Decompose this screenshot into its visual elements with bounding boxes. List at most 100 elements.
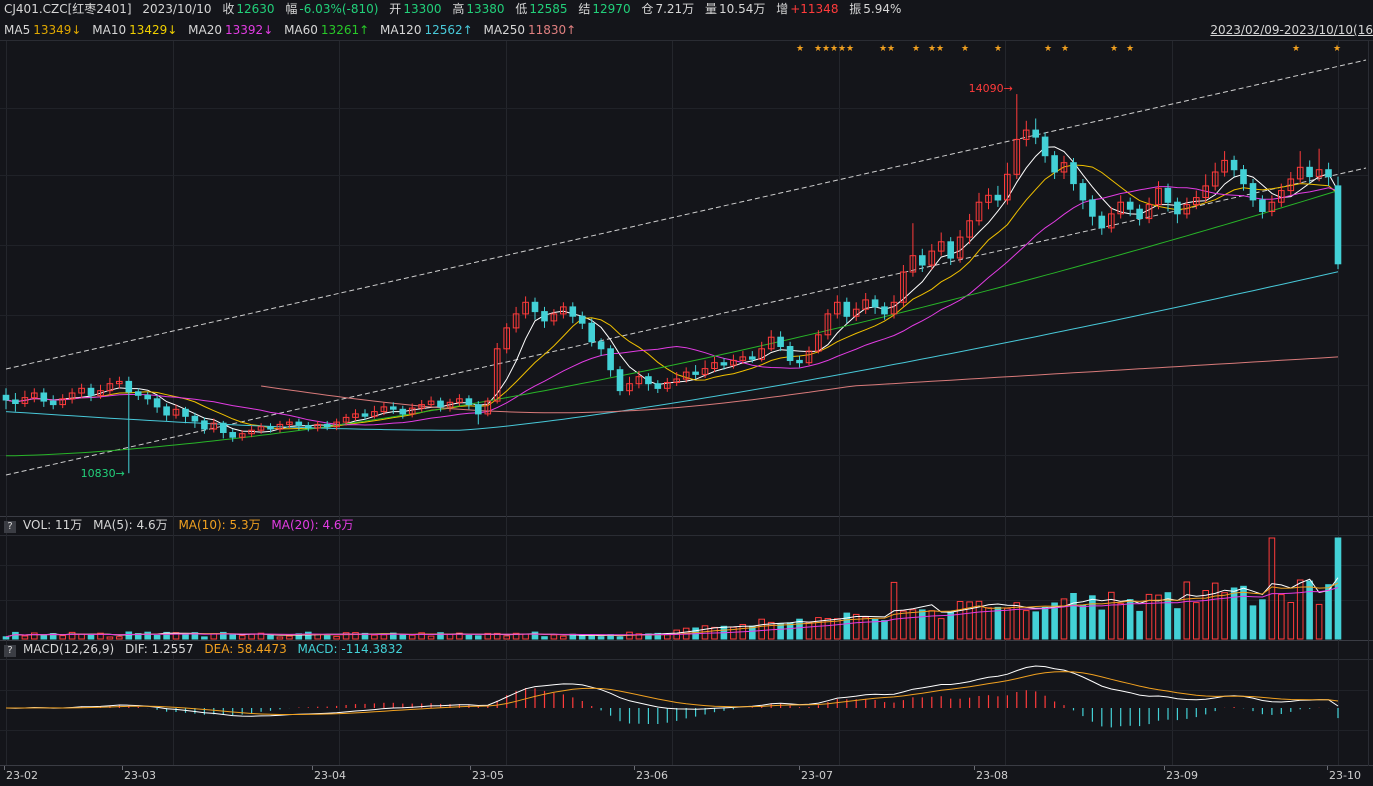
candle-body bbox=[1033, 130, 1039, 137]
volume-help-button[interactable]: ? bbox=[4, 521, 16, 533]
candle-body bbox=[1231, 160, 1237, 169]
candle-body bbox=[230, 433, 236, 438]
star-marker: ★ bbox=[961, 44, 969, 54]
candle-body bbox=[221, 423, 227, 432]
candle-body bbox=[438, 401, 444, 407]
volume-bar bbox=[3, 637, 9, 639]
x-tick-label: 23-05 bbox=[472, 769, 504, 782]
star-marker: ★ bbox=[830, 44, 838, 54]
volume-bar bbox=[872, 620, 878, 640]
volume-bar bbox=[759, 619, 765, 639]
volume-bar bbox=[1118, 604, 1124, 639]
candle-body bbox=[202, 421, 208, 429]
candle-body bbox=[948, 242, 954, 258]
volume-bar bbox=[1279, 595, 1285, 639]
candle-body bbox=[13, 400, 19, 404]
volume-bar bbox=[589, 636, 595, 639]
volume-bar bbox=[702, 626, 708, 639]
volume-bar bbox=[542, 637, 548, 639]
macd-help-button[interactable]: ? bbox=[4, 645, 16, 657]
volume-bar bbox=[107, 637, 113, 639]
volume-bar bbox=[306, 632, 312, 639]
star-marker: ★ bbox=[887, 44, 895, 54]
volume-bar bbox=[910, 610, 916, 639]
volume-bar bbox=[844, 613, 850, 639]
volume-bar bbox=[277, 637, 283, 639]
vol-ma20: MA(20): 4.6万 bbox=[271, 518, 353, 532]
volume-bar bbox=[929, 611, 935, 639]
x-tick-label: 23-07 bbox=[801, 769, 833, 782]
candle-body bbox=[1042, 137, 1048, 156]
volume-bar bbox=[806, 622, 812, 639]
volume-bar bbox=[324, 635, 330, 639]
volume-bar bbox=[230, 634, 236, 639]
volume-bar bbox=[428, 636, 434, 639]
candle-body bbox=[646, 377, 652, 384]
volume-bar bbox=[1184, 582, 1190, 639]
candle-body bbox=[135, 392, 141, 396]
volume-bar bbox=[1316, 604, 1322, 639]
candle-body bbox=[1099, 216, 1105, 228]
candle-body bbox=[466, 399, 472, 405]
star-marker: ★ bbox=[1110, 44, 1118, 54]
volume-bar bbox=[778, 624, 784, 639]
candle-body bbox=[88, 388, 94, 395]
candle-body bbox=[154, 399, 160, 407]
macd-name: MACD(12,26,9) bbox=[23, 642, 114, 656]
x-tick-label: 23-09 bbox=[1166, 769, 1198, 782]
volume-bar bbox=[447, 634, 453, 639]
star-marker: ★ bbox=[1333, 44, 1341, 54]
volume-bar bbox=[1250, 606, 1256, 639]
volume-bar bbox=[239, 636, 245, 639]
candle-body bbox=[1241, 170, 1247, 184]
volume-bar bbox=[69, 632, 75, 639]
star-marker: ★ bbox=[814, 44, 822, 54]
volume-bar bbox=[920, 610, 926, 639]
volume-bar bbox=[249, 634, 255, 639]
volume-bar bbox=[598, 637, 604, 639]
volume-bar bbox=[1071, 594, 1077, 640]
volume-bar bbox=[1307, 581, 1313, 639]
candle-body bbox=[872, 300, 878, 307]
candle-body bbox=[145, 395, 151, 399]
candle-body bbox=[183, 409, 189, 416]
volume-bar bbox=[768, 622, 774, 639]
candle-body bbox=[400, 409, 406, 414]
volume-bar bbox=[22, 636, 28, 639]
volume-bar bbox=[853, 614, 859, 639]
volume-bar bbox=[41, 635, 47, 639]
candle-body bbox=[721, 363, 727, 365]
volume-bar bbox=[995, 607, 1001, 639]
candle-body bbox=[598, 342, 604, 349]
volume-bar bbox=[60, 636, 66, 639]
candle-body bbox=[192, 416, 198, 421]
low-price-label: 10830→ bbox=[81, 467, 125, 480]
star-marker: ★ bbox=[1292, 44, 1300, 54]
candle-body bbox=[1307, 167, 1313, 176]
star-marker: ★ bbox=[1061, 44, 1069, 54]
vol-ma5: MA(5): 4.6万 bbox=[93, 518, 168, 532]
candle-body bbox=[391, 407, 397, 409]
volume-bar bbox=[1231, 588, 1237, 639]
volume-bar bbox=[1033, 612, 1039, 639]
volume-bar bbox=[1090, 596, 1096, 639]
star-marker: ★ bbox=[822, 44, 830, 54]
candle-body bbox=[1052, 156, 1058, 172]
candle-body bbox=[608, 349, 614, 370]
volume-bar bbox=[126, 632, 132, 639]
x-axis: 23-02 23-03 23-04 23-05 23-06 23-07 23-08 23-09… bbox=[5, 766, 1361, 782]
x-tick-label: 23-03 bbox=[124, 769, 156, 782]
candle-body bbox=[296, 422, 302, 426]
candle-body bbox=[1127, 202, 1133, 209]
vol-value: VOL: 11万 bbox=[23, 518, 82, 532]
volume-bar bbox=[882, 621, 888, 639]
star-marker: ★ bbox=[912, 44, 920, 54]
volume-bar bbox=[1156, 595, 1162, 639]
candle-body bbox=[570, 307, 576, 316]
volume-bar bbox=[1222, 593, 1228, 639]
candle-body bbox=[476, 405, 482, 414]
volume-bar bbox=[532, 632, 538, 639]
volume-bar bbox=[202, 637, 208, 639]
volume-bar bbox=[1288, 603, 1294, 640]
